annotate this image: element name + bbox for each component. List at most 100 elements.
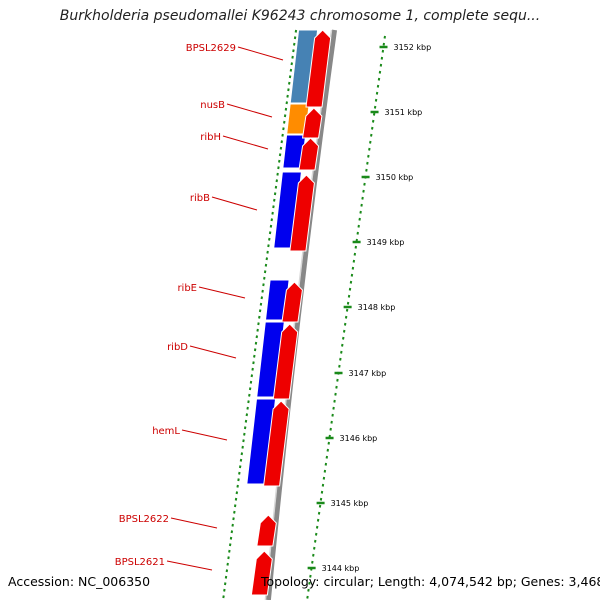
inner-tick — [277, 166, 280, 170]
inner-tick — [233, 504, 237, 508]
inner-tick — [230, 530, 234, 534]
inner-tick — [293, 36, 297, 40]
inner-tick — [282, 127, 285, 131]
outer-tick — [313, 546, 316, 550]
outer-tick — [342, 329, 346, 333]
outer-tick — [340, 350, 343, 354]
outer-tick — [335, 385, 338, 389]
outer-tick — [352, 259, 356, 263]
outer-tick — [326, 448, 330, 452]
inner-tick — [283, 114, 287, 118]
inner-tick — [268, 237, 271, 241]
outer-tick — [345, 308, 349, 312]
kbp-label: 3144 kbp — [322, 564, 360, 573]
inner-tick — [290, 62, 293, 66]
outer-tick — [373, 105, 377, 109]
outer-tick — [329, 427, 332, 431]
kbp-label: 3146 kbp — [340, 434, 378, 443]
inner-tick — [238, 465, 242, 469]
inner-tick — [272, 205, 275, 209]
inner-tick — [223, 582, 227, 586]
inner-tick — [273, 198, 276, 202]
inner-tick — [267, 244, 270, 248]
inner-tick — [238, 471, 241, 475]
inner-tick — [288, 75, 292, 79]
outer-tick — [334, 392, 337, 396]
gene-leader-hemL — [181, 429, 228, 441]
inner-tick — [225, 569, 229, 573]
inner-tick — [280, 140, 283, 144]
inner-tick — [257, 322, 260, 326]
inner-tick — [237, 478, 240, 482]
inner-tick — [251, 367, 254, 371]
inner-tick — [235, 491, 239, 495]
inner-tick — [252, 361, 255, 365]
gene-arrow-BPSL2622 — [256, 514, 277, 547]
gene-leader-BPSL2622 — [170, 517, 218, 529]
gene-leader-BPSL2621 — [166, 560, 213, 571]
inner-tick — [247, 400, 250, 404]
outer-tick — [333, 399, 336, 403]
kbp-label: 3151 kbp — [385, 108, 423, 117]
outer-tick — [346, 301, 350, 305]
outer-tick — [348, 287, 352, 291]
inner-tick — [244, 419, 248, 423]
outer-tick — [370, 126, 374, 130]
gene-arrow-ribB-fwd — [289, 174, 315, 252]
inner-tick — [284, 107, 288, 111]
inner-tick — [227, 556, 230, 560]
outer-tick — [338, 364, 341, 368]
outer-tick — [343, 322, 347, 326]
outer-tick — [361, 196, 364, 200]
gene-arrow-BPSL2629-fwd — [305, 29, 332, 108]
inner-tick — [239, 458, 243, 462]
inner-tick — [278, 153, 282, 157]
outer-tick — [358, 217, 361, 221]
outer-tick — [306, 595, 309, 599]
inner-tick — [292, 49, 295, 53]
inner-tick — [283, 120, 286, 124]
gene-arrow-nusB-fwd — [301, 107, 323, 139]
outer-tick — [366, 161, 369, 165]
inner-tick — [228, 549, 231, 553]
inner-tick — [233, 510, 236, 514]
gene-label-nusB: nusB — [200, 100, 225, 111]
outer-tick — [380, 56, 384, 60]
outer-tick — [321, 483, 325, 487]
outer-tick — [372, 112, 376, 116]
inner-tick — [293, 42, 296, 46]
outer-tick — [313, 539, 317, 543]
outer-tick — [342, 336, 345, 340]
gene-label-ribE: ribE — [177, 283, 197, 294]
outer-tick — [327, 441, 330, 445]
inner-tick — [276, 172, 279, 176]
kbp-label: 3149 kbp — [367, 238, 405, 247]
inner-tick — [259, 302, 263, 306]
inner-tick — [254, 341, 258, 345]
inner-tick — [261, 289, 264, 293]
gene-label-hemL: hemL — [152, 426, 180, 437]
outer-tick — [382, 42, 386, 46]
outer-tick — [376, 84, 380, 88]
gene-leader-BPSL2629 — [237, 46, 284, 61]
outer-tick — [319, 497, 323, 501]
outer-tick — [369, 140, 372, 144]
inner-tick — [288, 81, 291, 85]
inner-tick — [260, 296, 264, 300]
outer-tick — [368, 147, 371, 151]
outer-tick — [375, 91, 379, 95]
outer-tick — [367, 154, 370, 158]
outer-tick — [344, 315, 348, 319]
inner-tick — [226, 562, 229, 566]
gene-arrow-ribH-fwd — [298, 137, 320, 171]
gene-label-BPSL2621: BPSL2621 — [115, 557, 165, 568]
outer-tick — [381, 49, 385, 53]
gene-arrow-ribE-fwd — [281, 281, 303, 323]
gene-label-ribD: ribD — [167, 342, 188, 353]
outer-tick — [360, 203, 363, 207]
outer-tick — [341, 343, 344, 347]
kbp-label: 3150 kbp — [376, 173, 414, 182]
inner-tick — [258, 315, 261, 319]
gene-leader-ribD — [189, 345, 237, 359]
gene-label-ribB: ribB — [190, 193, 210, 204]
